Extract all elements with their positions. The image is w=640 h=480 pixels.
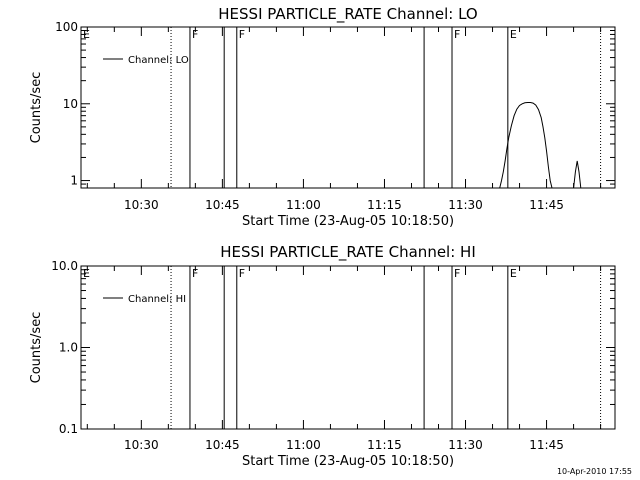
event-marker-label: E	[83, 267, 90, 280]
x-axis-label: Start Time (23-Aug-05 10:18:50)	[242, 454, 454, 469]
plot-frame	[80, 26, 616, 189]
x-tick-label: 11:15	[367, 198, 402, 212]
chart-panel-2: HESSI PARTICLE_RATE Channel: HI 0.1 1.0 10.…	[29, 243, 616, 469]
event-marker-label: E	[83, 28, 90, 41]
x-tick-label: 10:45	[205, 438, 240, 452]
y-tick-label: 100	[55, 20, 78, 34]
event-marker-label: F	[454, 28, 460, 41]
x-tick-label: 11:00	[286, 438, 321, 452]
chart-title: HESSI PARTICLE_RATE Channel: LO	[218, 5, 477, 24]
y-tick-label: 1.0	[59, 341, 78, 355]
timestamp-stamp: 10-Apr-2010 17:55	[556, 467, 632, 476]
series-line-channel-lo	[499, 102, 553, 189]
x-tick-label: 11:00	[286, 198, 321, 212]
legend-entry: Channel: LO	[128, 55, 189, 66]
x-tick-label: 11:45	[529, 438, 564, 452]
x-tick-label: 11:30	[448, 438, 483, 452]
event-marker-label: F	[239, 28, 245, 41]
x-tick-label: 11:30	[448, 198, 483, 212]
x-tick-label: 11:45	[529, 198, 564, 212]
x-tick-label: 10:30	[124, 438, 159, 452]
y-tick-label: 10	[63, 97, 78, 111]
chart-title: HESSI PARTICLE_RATE Channel: HI	[220, 243, 476, 262]
series-line-channel-lo	[573, 160, 582, 189]
event-marker-label: F	[192, 28, 198, 41]
event-marker-label: F	[454, 267, 460, 280]
x-tick-label: 10:45	[205, 198, 240, 212]
event-marker-label: F	[239, 267, 245, 280]
x-tick-label: 10:30	[124, 198, 159, 212]
chart-panel-1: HESSI PARTICLE_RATE Channel: LO 1 10 100 10:…	[29, 5, 616, 229]
y-axis-label: Counts/sec	[29, 72, 44, 144]
event-marker-label: F	[192, 267, 198, 280]
event-marker-label: E	[510, 267, 517, 280]
legend-entry: Channel: HI	[128, 294, 186, 305]
y-tick-label: 1	[70, 174, 78, 188]
y-tick-label: 10.0	[51, 259, 78, 273]
x-tick-label: 11:15	[367, 438, 402, 452]
y-axis-label: Counts/sec	[29, 312, 44, 384]
event-marker-label: E	[510, 28, 517, 41]
plot-frame	[80, 265, 616, 430]
x-axis-label: Start Time (23-Aug-05 10:18:50)	[242, 214, 454, 229]
y-tick-label: 0.1	[59, 422, 78, 436]
